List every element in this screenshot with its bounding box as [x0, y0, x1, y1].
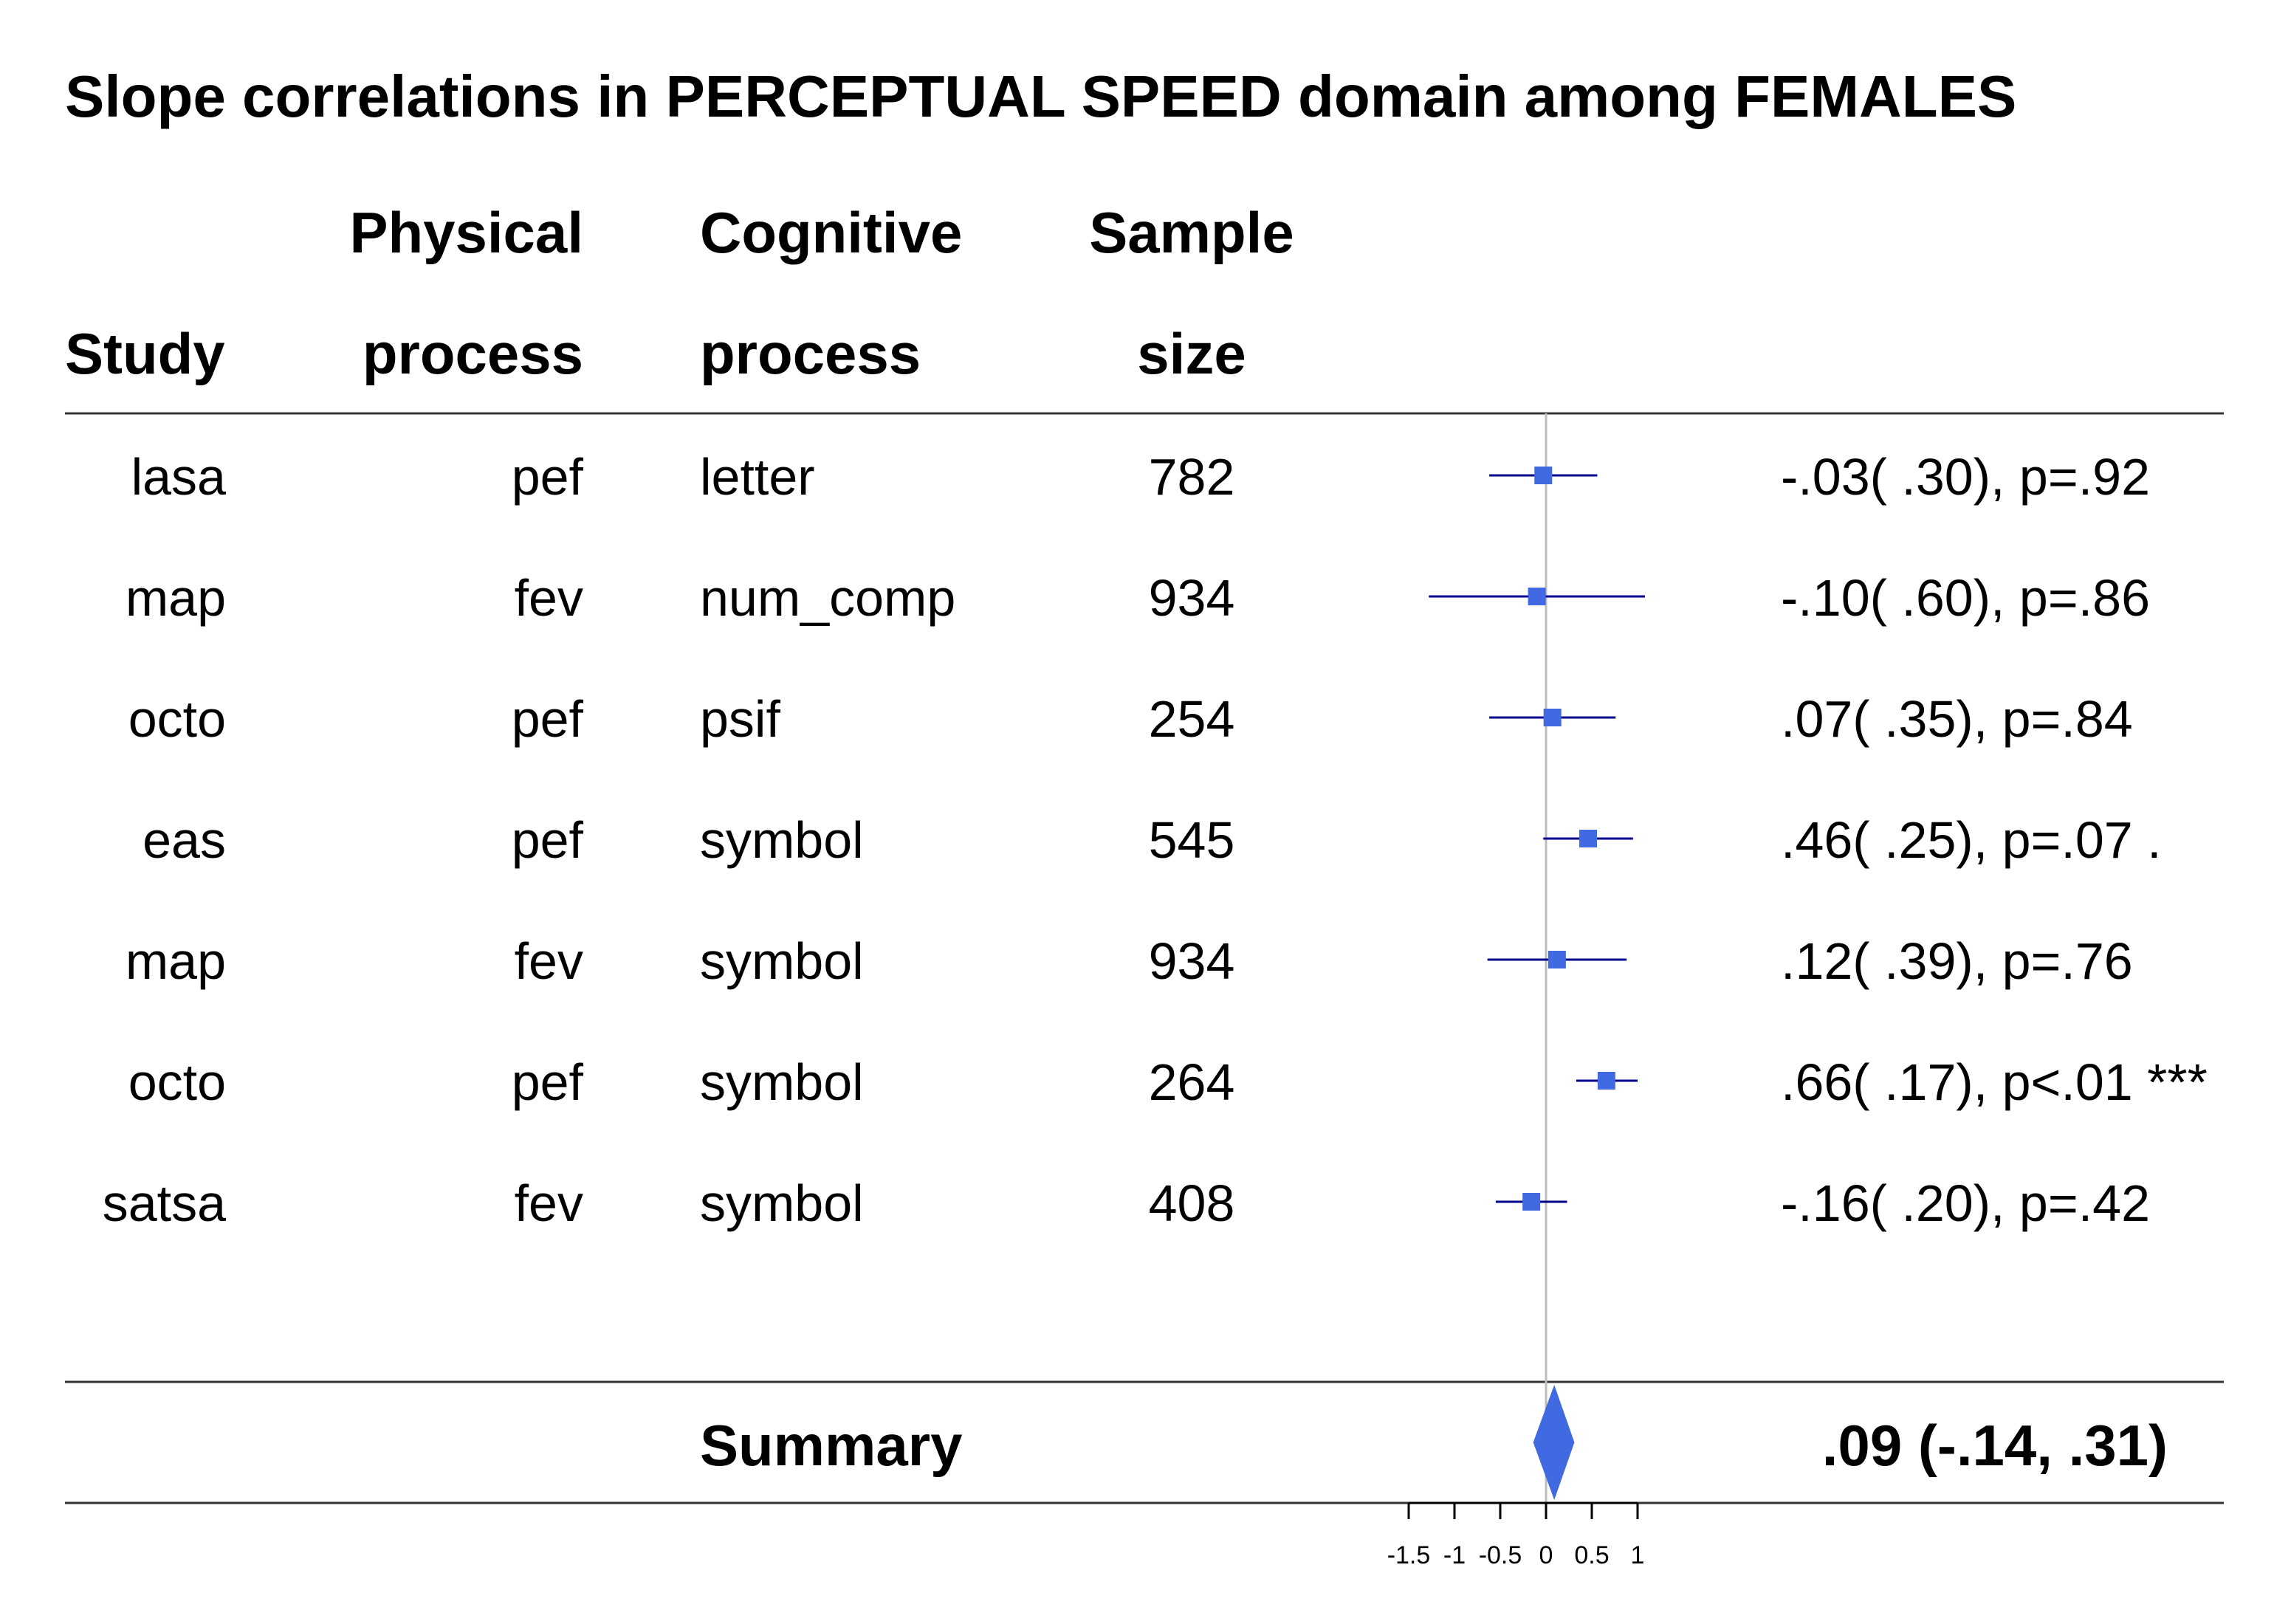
study-name: map: [126, 932, 226, 990]
study-row: map fev num_comp 934 -.10( .60), p=.86: [126, 569, 2150, 627]
physical-process: pef: [512, 811, 584, 869]
x-tick-label: 0.5: [1574, 1541, 1609, 1569]
study-name: octo: [128, 1053, 226, 1111]
estimate-marker: [1528, 588, 1546, 605]
study-rows: lasa pef letter 782 -.03( .30), p=.92 map fev n…: [103, 448, 2208, 1232]
study-row: octo pef symbol 264 .66( .17), p<.01 ***: [128, 1053, 2208, 1111]
sample-size: 782: [1149, 448, 1235, 506]
study-name: octo: [128, 690, 226, 748]
x-tick-label: -0.5: [1479, 1541, 1522, 1569]
physical-process: fev: [515, 569, 583, 627]
cognitive-process: symbol: [700, 932, 864, 990]
x-tick-label: -1.5: [1387, 1541, 1431, 1569]
sample-size: 545: [1149, 811, 1235, 869]
study-row: map fev symbol 934 .12( .39), p=.76: [126, 932, 2133, 990]
study-row: octo pef psif 254 .07( .35), p=.84: [128, 690, 2133, 748]
cognitive-process: letter: [700, 448, 815, 506]
header-sample-line1: Sample: [1089, 200, 1294, 265]
estimate-marker: [1534, 467, 1553, 484]
sample-size: 408: [1149, 1174, 1235, 1232]
estimate-label: .07( .35), p=.84: [1781, 690, 2133, 748]
header-cognitive-line2: process: [700, 321, 921, 386]
study-name: lasa: [131, 448, 226, 506]
x-tick-label: 1: [1631, 1541, 1645, 1569]
summary-diamond: [1533, 1385, 1575, 1500]
estimate-marker: [1543, 709, 1562, 726]
summary-row: Summary .09 (-.14, .31): [700, 1385, 2168, 1500]
physical-process: pef: [512, 690, 584, 748]
x-axis: -1.5 -1 -0.5 0 0.5 1: [1387, 1501, 1645, 1569]
sample-size: 934: [1149, 932, 1235, 990]
header-sample-line2: size: [1137, 321, 1246, 386]
column-headers: Physical Cognitive Sample Study process …: [65, 200, 1294, 386]
summary-estimate-text: .09 (-.14, .31): [1822, 1413, 2168, 1478]
header-physical-line1: Physical: [349, 200, 583, 265]
sample-size: 934: [1149, 569, 1235, 627]
cognitive-process: num_comp: [700, 569, 955, 627]
sample-size: 264: [1149, 1053, 1235, 1111]
physical-process: fev: [515, 932, 583, 990]
estimate-label: .66( .17), p<.01 ***: [1781, 1053, 2208, 1111]
estimate-marker: [1548, 951, 1566, 968]
header-physical-line2: process: [363, 321, 583, 386]
estimate-label: -.16( .20), p=.42: [1781, 1174, 2150, 1232]
estimate-marker: [1597, 1072, 1615, 1090]
summary-label: Summary: [700, 1413, 963, 1478]
study-row: lasa pef letter 782 -.03( .30), p=.92: [131, 448, 2150, 506]
study-row: satsa fev symbol 408 -.16( .20), p=.42: [103, 1174, 2150, 1232]
estimate-label: -.10( .60), p=.86: [1781, 569, 2150, 627]
cognitive-process: symbol: [700, 811, 864, 869]
study-row: eas pef symbol 545 .46( .25), p=.07 .: [142, 811, 2161, 869]
chart-title: Slope correlations in PERCEPTUAL SPEED d…: [65, 63, 2016, 129]
x-tick-label: -1: [1443, 1541, 1466, 1569]
physical-process: pef: [512, 448, 584, 506]
header-cognitive-line1: Cognitive: [700, 200, 962, 265]
study-name: satsa: [103, 1174, 226, 1232]
study-name: eas: [142, 811, 226, 869]
cognitive-process: psif: [700, 690, 780, 748]
physical-process: fev: [515, 1174, 583, 1232]
study-name: map: [126, 569, 226, 627]
cognitive-process: symbol: [700, 1174, 864, 1232]
physical-process: pef: [512, 1053, 584, 1111]
sample-size: 254: [1149, 690, 1235, 748]
estimate-marker: [1579, 830, 1598, 847]
x-tick-label: 0: [1539, 1541, 1553, 1569]
estimate-label: -.03( .30), p=.92: [1781, 448, 2150, 506]
estimate-label: .46( .25), p=.07 .: [1781, 811, 2162, 869]
cognitive-process: symbol: [700, 1053, 864, 1111]
header-study: Study: [65, 321, 225, 386]
estimate-label: .12( .39), p=.76: [1781, 932, 2133, 990]
estimate-marker: [1522, 1193, 1541, 1211]
